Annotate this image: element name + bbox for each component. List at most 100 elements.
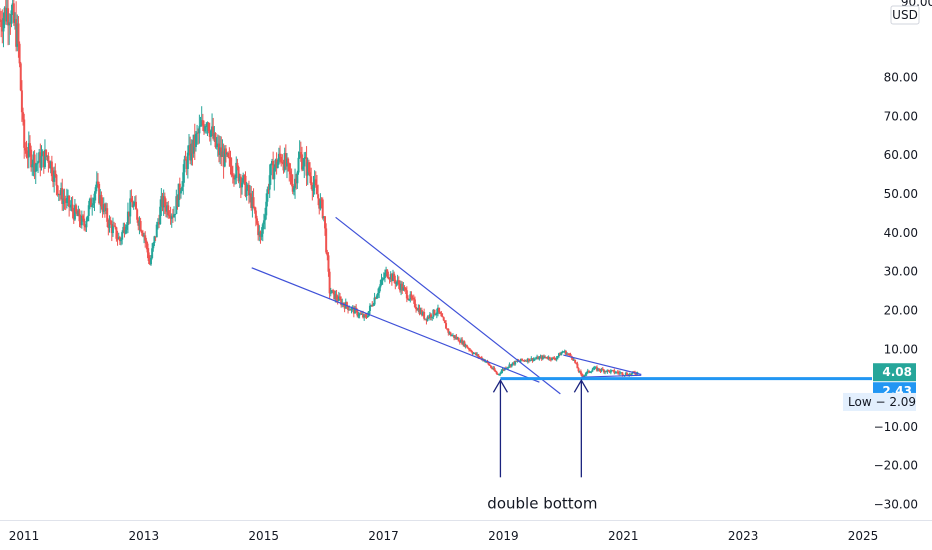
- candle-body: [348, 309, 351, 311]
- candle-body: [103, 204, 106, 212]
- candle-body: [153, 236, 156, 243]
- candle-body: [280, 156, 283, 162]
- candle-body: [584, 374, 587, 376]
- candle-body: [592, 368, 595, 370]
- candle-body: [464, 344, 467, 347]
- candle-body: [446, 328, 449, 330]
- candle-body: [260, 233, 263, 237]
- candle-body: [62, 198, 65, 204]
- candle-body: [284, 153, 287, 167]
- candle-body: [37, 162, 40, 164]
- candle-body: [436, 307, 439, 313]
- candle-body: [229, 157, 232, 167]
- candle-body: [324, 216, 327, 229]
- candle-body: [392, 273, 395, 282]
- candle-body: [494, 370, 497, 373]
- candle-body: [175, 196, 178, 214]
- candle-body: [167, 205, 170, 216]
- candle-body: [469, 349, 472, 351]
- candle-body: [445, 323, 448, 329]
- candle-body: [635, 373, 638, 375]
- double-bottom-label: double bottom: [487, 494, 597, 512]
- candle-body: [239, 176, 242, 188]
- candle-body: [262, 220, 265, 225]
- candle-body: [173, 214, 176, 217]
- candle-body: [220, 147, 223, 157]
- candle-body: [212, 126, 215, 139]
- candle-body: [54, 170, 57, 175]
- candle-body: [63, 198, 66, 201]
- candle-body: [288, 163, 291, 172]
- trend-line-pennant-upper[interactable]: [563, 354, 642, 376]
- candle-body: [90, 198, 93, 207]
- candle-body: [602, 369, 605, 373]
- candle-body: [371, 304, 374, 306]
- candle-body: [298, 152, 301, 158]
- candle-body: [76, 211, 79, 216]
- candle-body: [109, 219, 112, 224]
- candle-body: [226, 152, 229, 155]
- candle-body: [156, 222, 159, 225]
- candle-body: [619, 372, 622, 374]
- candle-body: [315, 185, 318, 195]
- candle-body: [345, 302, 348, 307]
- candle-body: [257, 223, 260, 236]
- candle-body: [479, 357, 482, 359]
- candle-body: [201, 120, 204, 126]
- candle-body: [435, 312, 438, 315]
- candle-body: [246, 185, 249, 189]
- candle-body: [222, 151, 225, 167]
- candle-body: [440, 313, 443, 317]
- candle-body: [559, 353, 562, 356]
- time-axis[interactable]: 2011 2013 2015 2017 2019 2021 2023 2025: [9, 529, 879, 543]
- candle-body: [574, 359, 577, 363]
- candle-body: [408, 299, 411, 301]
- candle-body: [421, 312, 424, 316]
- candle-body: [186, 152, 189, 169]
- candle-body: [206, 122, 209, 127]
- candle-body: [86, 215, 89, 221]
- y-tick-label: −20.00: [874, 459, 918, 473]
- candle-body: [310, 176, 313, 186]
- candle-body: [587, 370, 590, 373]
- candle-body: [114, 225, 117, 228]
- trend-line-pennant-lower[interactable]: [581, 374, 642, 378]
- candle-body: [81, 215, 84, 219]
- candle-body: [181, 186, 184, 191]
- trend-line-falling-wedge-upper[interactable]: [335, 216, 561, 395]
- candle-body: [381, 278, 384, 280]
- candle-body: [375, 295, 378, 299]
- candle-body: [507, 366, 510, 368]
- candle-body: [307, 162, 310, 173]
- candle-body: [454, 336, 457, 338]
- candle-body: [155, 224, 158, 238]
- candle-body: [234, 178, 237, 180]
- candle-body: [616, 371, 619, 373]
- candle-body: [597, 368, 600, 371]
- candle-body: [378, 287, 381, 293]
- candle-body: [70, 204, 73, 207]
- candle-body: [303, 158, 306, 167]
- candle-body: [432, 309, 435, 317]
- candle-body: [525, 360, 528, 362]
- candle-body: [413, 299, 416, 307]
- candle-body: [191, 143, 194, 154]
- candle-body: [471, 352, 474, 354]
- candle-body: [31, 164, 34, 168]
- candle-body: [470, 350, 473, 353]
- currency-box[interactable]: [890, 5, 920, 25]
- x-tick-label-2011: 2011: [9, 529, 40, 543]
- x-tick-label-2015: 2015: [248, 529, 279, 543]
- candle-body: [1, 27, 4, 32]
- candle-body: [221, 151, 224, 157]
- candle-body: [57, 194, 60, 196]
- candle-body: [30, 149, 33, 168]
- candle-body: [269, 163, 272, 176]
- candle-body: [590, 371, 593, 373]
- trend-line-falling-wedge-lower[interactable]: [251, 267, 540, 383]
- price-axis[interactable]: 90.00 USD 80.00 70.00 60.00 50.00 40.00 30.00…: [874, 0, 932, 511]
- candle-body: [141, 232, 144, 237]
- candle-body: [528, 358, 531, 362]
- x-tick-label-2025: 2025: [848, 529, 879, 543]
- candle-body: [621, 372, 624, 376]
